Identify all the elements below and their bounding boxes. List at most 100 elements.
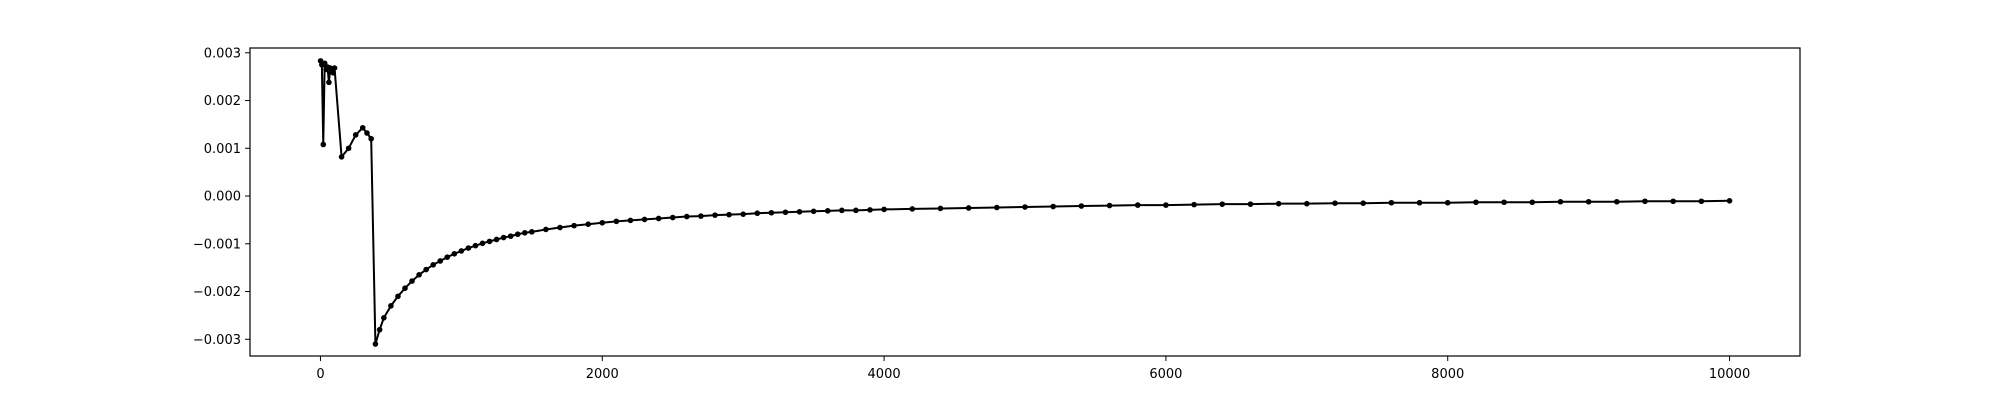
data-point <box>1219 201 1226 207</box>
data-point <box>500 234 507 241</box>
data-point <box>613 218 620 225</box>
data-point <box>726 211 732 218</box>
data-point <box>1585 198 1592 205</box>
data-point <box>465 245 472 251</box>
data-point <box>909 206 916 212</box>
data-point <box>571 222 577 229</box>
x-tick-label: 0 <box>316 367 324 382</box>
data-point <box>352 132 359 138</box>
data-point <box>768 209 775 216</box>
y-tick-label: 0.001 <box>204 142 241 157</box>
data-point <box>1670 198 1676 205</box>
data-point <box>543 226 549 233</box>
data-point <box>655 215 662 222</box>
data-point <box>507 233 514 239</box>
data-point <box>359 124 366 131</box>
data-point <box>1332 200 1338 206</box>
data-point <box>585 221 591 228</box>
data-point <box>937 205 944 212</box>
plot-area <box>317 58 1733 347</box>
data-point <box>669 214 676 221</box>
data-point <box>437 258 444 264</box>
data-point <box>345 145 352 152</box>
data-point <box>388 303 394 309</box>
x-tick-label: 10000 <box>1709 367 1750 382</box>
data-point <box>338 154 345 160</box>
data-point <box>1022 204 1028 210</box>
data-point <box>486 238 493 245</box>
data-point <box>1078 203 1085 209</box>
data-point <box>1388 199 1395 206</box>
data-point <box>326 79 332 86</box>
data-point <box>444 254 451 260</box>
data-point <box>1304 200 1310 207</box>
data-point <box>867 207 873 213</box>
data-point <box>1416 199 1423 206</box>
data-point <box>451 251 458 257</box>
data-point <box>881 206 887 213</box>
data-point <box>458 248 465 254</box>
x-axis: 0 2000 4000 6000 8000 10000 <box>316 356 1750 382</box>
data-point <box>479 240 486 247</box>
data-point <box>402 285 408 291</box>
data-point <box>521 230 528 236</box>
data-point <box>740 211 746 217</box>
data-point <box>1726 198 1733 204</box>
data-point <box>684 213 690 220</box>
data-point <box>599 219 606 226</box>
data-point <box>712 212 718 218</box>
data-point <box>853 207 859 214</box>
data-point <box>529 229 535 235</box>
data-point <box>1275 200 1282 207</box>
y-tick-label: −0.002 <box>193 285 241 300</box>
x-tick-label: 2000 <box>586 367 619 382</box>
data-point <box>423 266 429 273</box>
data-point <box>1444 199 1451 206</box>
y-tick-label: 0.003 <box>204 46 241 61</box>
data-point <box>514 231 521 238</box>
data-point <box>641 216 648 223</box>
data-point <box>1134 202 1141 208</box>
y-axis: 0.003 0.002 0.001 0.000 −0.001 −0.002 −0.003 <box>193 46 250 348</box>
data-point <box>472 242 479 249</box>
data-point <box>1557 198 1564 205</box>
data-point <box>1191 201 1197 208</box>
x-tick-label: 8000 <box>1431 367 1464 382</box>
data-point <box>1614 198 1620 205</box>
data-point <box>1360 200 1366 206</box>
y-tick-label: −0.003 <box>193 333 241 348</box>
data-point <box>1529 199 1536 206</box>
data-point <box>754 210 761 217</box>
data-point <box>395 293 401 300</box>
data-point <box>330 70 336 76</box>
data-point <box>320 141 327 148</box>
data-point <box>493 236 500 243</box>
data-point <box>321 60 328 67</box>
data-point <box>796 208 803 215</box>
data-point <box>368 135 374 142</box>
data-point <box>331 65 338 71</box>
data-point <box>1163 202 1169 208</box>
data-point <box>372 341 379 347</box>
data-point <box>409 278 415 284</box>
y-tick-label: 0.000 <box>204 190 241 205</box>
data-point <box>557 224 563 231</box>
data-point <box>1050 203 1056 210</box>
data-point <box>364 130 370 136</box>
data-point <box>1473 199 1479 206</box>
data-point <box>824 208 831 214</box>
y-tick-label: 0.002 <box>204 94 241 109</box>
x-tick-label: 6000 <box>1149 367 1182 382</box>
data-point <box>1501 199 1507 206</box>
data-point <box>376 326 383 333</box>
series-line <box>319 60 1730 346</box>
data-point <box>994 204 1000 211</box>
data-point <box>1642 198 1648 205</box>
x-tick-label: 4000 <box>868 367 901 382</box>
plot-frame <box>249 47 1801 357</box>
data-point <box>1247 201 1254 207</box>
data-point <box>416 272 422 278</box>
data-point <box>1698 198 1705 205</box>
